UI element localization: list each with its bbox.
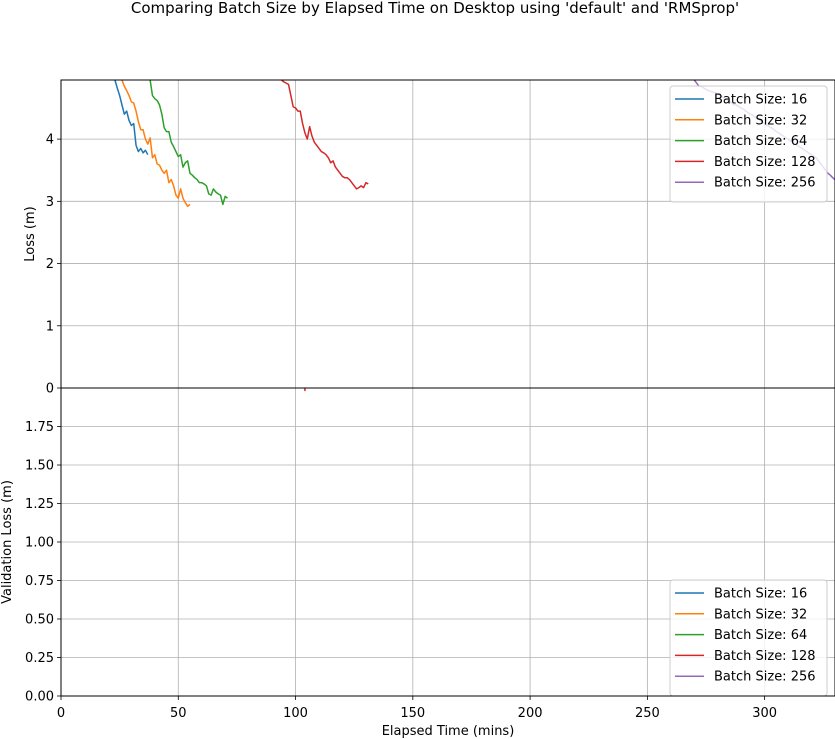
loss-series-line-1 — [114, 80, 149, 156]
chart-title: Comparing Batch Size by Elapsed Time on … — [131, 0, 739, 17]
validation-loss-y-tick-label: 1.00 — [25, 536, 54, 551]
x-tick-label: 100 — [283, 706, 308, 721]
x-tick-label: 50 — [170, 706, 187, 721]
loss-y-tick-label: 0 — [46, 382, 54, 397]
x-tick-label: 250 — [635, 706, 660, 721]
validation-loss-y-tick-label: 1.25 — [25, 497, 54, 512]
validation-loss-y-tick-label: 1.50 — [25, 459, 54, 474]
validation-loss-y-tick-label: 0.50 — [25, 613, 54, 628]
validation-loss-y-tick-label: 0.25 — [25, 651, 54, 666]
validation-loss-y-tick-label: 0.75 — [25, 574, 54, 589]
loss-legend-label: Batch Size: 32 — [714, 113, 807, 128]
loss-legend — [669, 85, 828, 203]
validation-loss-panel: 0.00 0.25 0.50 0.75 1.00 1.25 1.50 1.75 Validat… — [0, 388, 835, 705]
loss-y-axis-label: Loss (m) — [23, 206, 38, 261]
validation-loss-legend-label: Batch Size: 128 — [714, 649, 816, 664]
loss-y-tick-label: 2 — [46, 257, 54, 272]
loss-series-line-3 — [149, 80, 228, 206]
validation-loss-legend-label: Batch Size: 64 — [714, 628, 807, 643]
x-tick-label: 300 — [752, 706, 777, 721]
validation-loss-plot-frame — [60, 387, 835, 697]
x-tick-label: 0 — [57, 706, 65, 721]
x-tick-label: 200 — [518, 706, 543, 721]
loss-y-tick-label: 4 — [46, 133, 54, 148]
loss-series-line-2 — [121, 80, 191, 208]
loss-y-tick-label: 3 — [46, 195, 54, 210]
loss-panel: 0 1 2 3 4 Loss (m) Batch Size: 16 Batch Size:… — [23, 80, 835, 397]
loss-legend-label: Batch Size: 16 — [714, 93, 807, 108]
validation-loss-y-axis-label: Validation Loss (m) — [0, 480, 15, 604]
loss-legend-label: Batch Size: 256 — [714, 176, 816, 191]
validation-loss-legend-label: Batch Size: 16 — [714, 587, 807, 602]
x-tick-label: 150 — [400, 706, 425, 721]
loss-series-line-4 — [281, 80, 369, 190]
loss-legend-label: Batch Size: 64 — [714, 134, 807, 149]
validation-loss-legend-label: Batch Size: 256 — [714, 670, 816, 685]
validation-loss-legend-label: Batch Size: 32 — [714, 607, 807, 622]
validation-loss-y-tick-label: 0.00 — [25, 690, 54, 705]
loss-legend-label: Batch Size: 128 — [714, 155, 816, 170]
loss-y-tick-label: 1 — [46, 319, 54, 334]
x-axis-label: Elapsed Time (mins) — [382, 724, 515, 739]
validation-loss-y-tick-label: 1.75 — [25, 420, 54, 435]
